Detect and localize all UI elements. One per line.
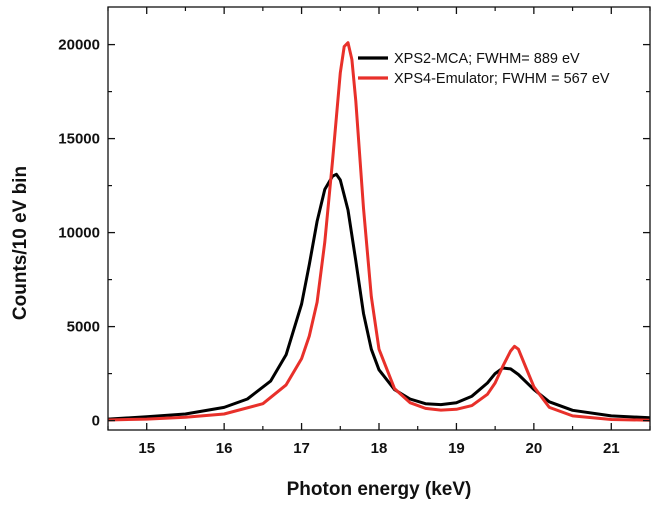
y-tick-label: 0	[92, 413, 100, 430]
x-axis-title: Photon energy (keV)	[287, 479, 472, 500]
y-tick-label: 20000	[58, 37, 100, 54]
x-tick-label: 18	[371, 440, 388, 457]
legend-label-1: XPS2-MCA; FWHM= 889 eV	[394, 51, 580, 67]
y-axis-title: Counts/10 eV bin	[10, 166, 31, 320]
series-line-1	[108, 172, 650, 421]
x-tick-label: 17	[293, 440, 310, 457]
x-tick-label: 15	[138, 440, 155, 457]
x-tick-label: 16	[216, 440, 233, 457]
series-line-2	[108, 41, 650, 422]
y-axis: 0 5000 10000 15000 20000	[58, 37, 650, 430]
y-tick-label: 10000	[58, 225, 100, 242]
legend: XPS2-MCA; FWHM= 889 eV XPS4-Emulator; FWH…	[358, 51, 610, 87]
x-axis: 15 16 17 18 19 20 21	[107, 7, 651, 457]
x-tick-label: 19	[448, 440, 465, 457]
y-tick-label: 15000	[58, 131, 100, 148]
x-tick-label: 21	[603, 440, 620, 457]
legend-label-2: XPS4-Emulator; FWHM = 567 eV	[394, 71, 610, 87]
x-tick-label: 20	[526, 440, 543, 457]
y-tick-label: 5000	[67, 319, 100, 336]
series-layer	[108, 41, 650, 422]
